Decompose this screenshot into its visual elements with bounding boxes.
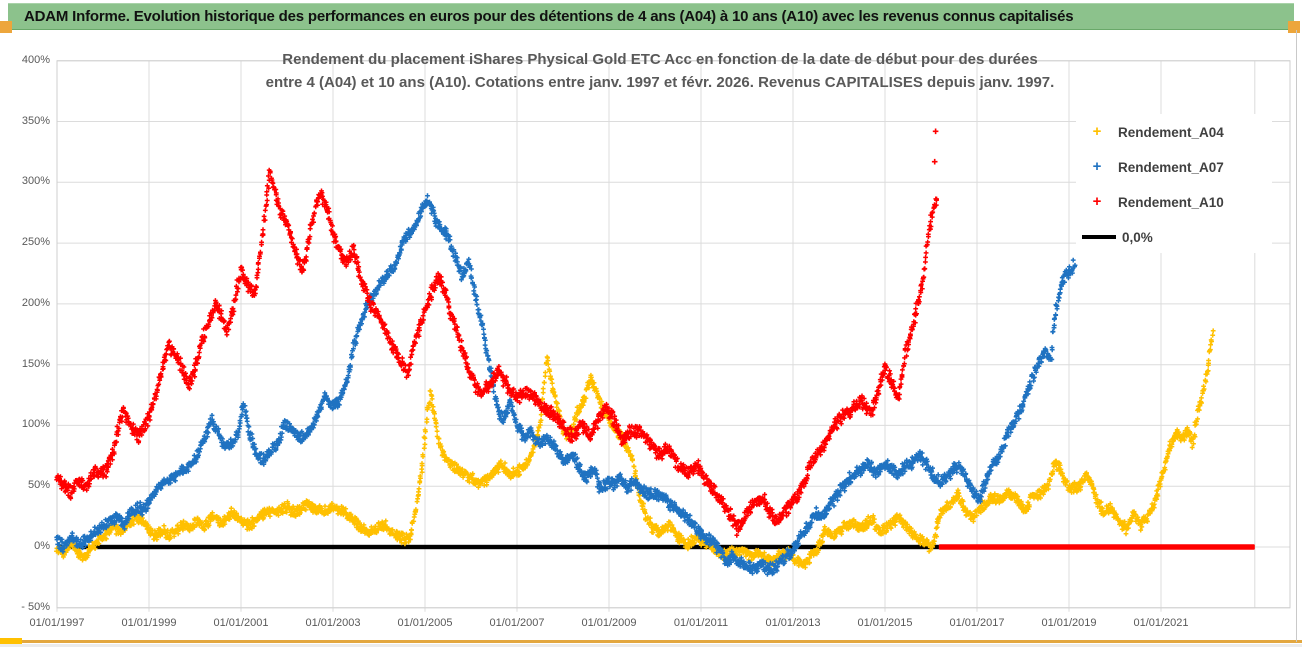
y-axis-tick-label: 300%: [21, 175, 50, 188]
x-axis-tick-label: 01/01/2001: [213, 617, 269, 629]
legend-item-zero-line: 0,0%: [1082, 227, 1272, 247]
y-axis-tick-label: 250%: [21, 236, 50, 249]
legend-item-a07: + Rendement_A07: [1082, 157, 1272, 177]
y-axis-tick-label: - 50%: [21, 600, 50, 613]
y-axis-tick-label: 400%: [21, 53, 50, 66]
x-axis-tick-label: 01/01/2013: [765, 617, 821, 629]
y-axis-tick-label: 50%: [27, 479, 50, 492]
gold-corner-accent-left: [0, 21, 12, 33]
chart-title: Rendement du placement iShares Physical …: [170, 48, 1150, 94]
y-axis-tick-label: 100%: [21, 418, 50, 431]
legend-label: 0,0%: [1122, 229, 1153, 245]
legend-label: Rendement_A04: [1118, 124, 1224, 140]
x-axis-tick-label: 01/01/2003: [305, 617, 361, 629]
plus-marker-icon: +: [1092, 158, 1102, 175]
gold-corner-accent-right: [1288, 21, 1300, 33]
x-axis-tick-label: 01/01/2009: [581, 617, 637, 629]
chart-title-line2: entre 4 (A04) et 10 ans (A10). Cotations…: [265, 74, 1055, 91]
y-axis-tick-label: 350%: [21, 114, 50, 127]
bottom-border-accent: [0, 640, 1302, 643]
page-title: ADAM Informe. Evolution historique des p…: [24, 8, 1074, 25]
x-axis-tick-label: 01/01/2007: [489, 617, 545, 629]
x-axis-tick-label: 01/01/2015: [857, 617, 913, 629]
y-axis-tick-label: 200%: [21, 296, 50, 309]
x-axis-tick-label: 01/01/2021: [1133, 617, 1189, 629]
bottom-strip: [0, 644, 1302, 647]
x-axis-tick-label: 01/01/2005: [397, 617, 453, 629]
x-axis-tick-label: 01/01/2019: [1041, 617, 1097, 629]
y-axis-tick-label: 150%: [21, 357, 50, 370]
plus-marker-icon: +: [1092, 193, 1102, 210]
header-bar: ADAM Informe. Evolution historique des p…: [8, 3, 1294, 30]
x-axis-tick-label: 01/01/2011: [673, 617, 729, 629]
chart-title-line1: Rendement du placement iShares Physical …: [282, 51, 1038, 68]
zero-line-swatch: [1082, 235, 1116, 239]
plus-marker-icon: +: [1092, 123, 1102, 140]
x-axis-tick-label: 01/01/2017: [949, 617, 1005, 629]
legend-item-a04: + Rendement_A04: [1082, 122, 1272, 142]
bottom-border-accent-bright: [0, 638, 22, 645]
y-axis-tick-label: 0%: [34, 540, 50, 552]
legend-item-a10: + Rendement_A10: [1082, 192, 1272, 212]
chart-legend: + Rendement_A04 + Rendement_A07 + Rendem…: [1076, 114, 1272, 253]
x-axis-tick-label: 01/01/1999: [121, 617, 177, 629]
x-axis-tick-label: 01/01/1997: [29, 617, 85, 629]
legend-label: Rendement_A07: [1118, 159, 1224, 175]
legend-label: Rendement_A10: [1118, 194, 1224, 210]
right-border: [1296, 30, 1297, 642]
